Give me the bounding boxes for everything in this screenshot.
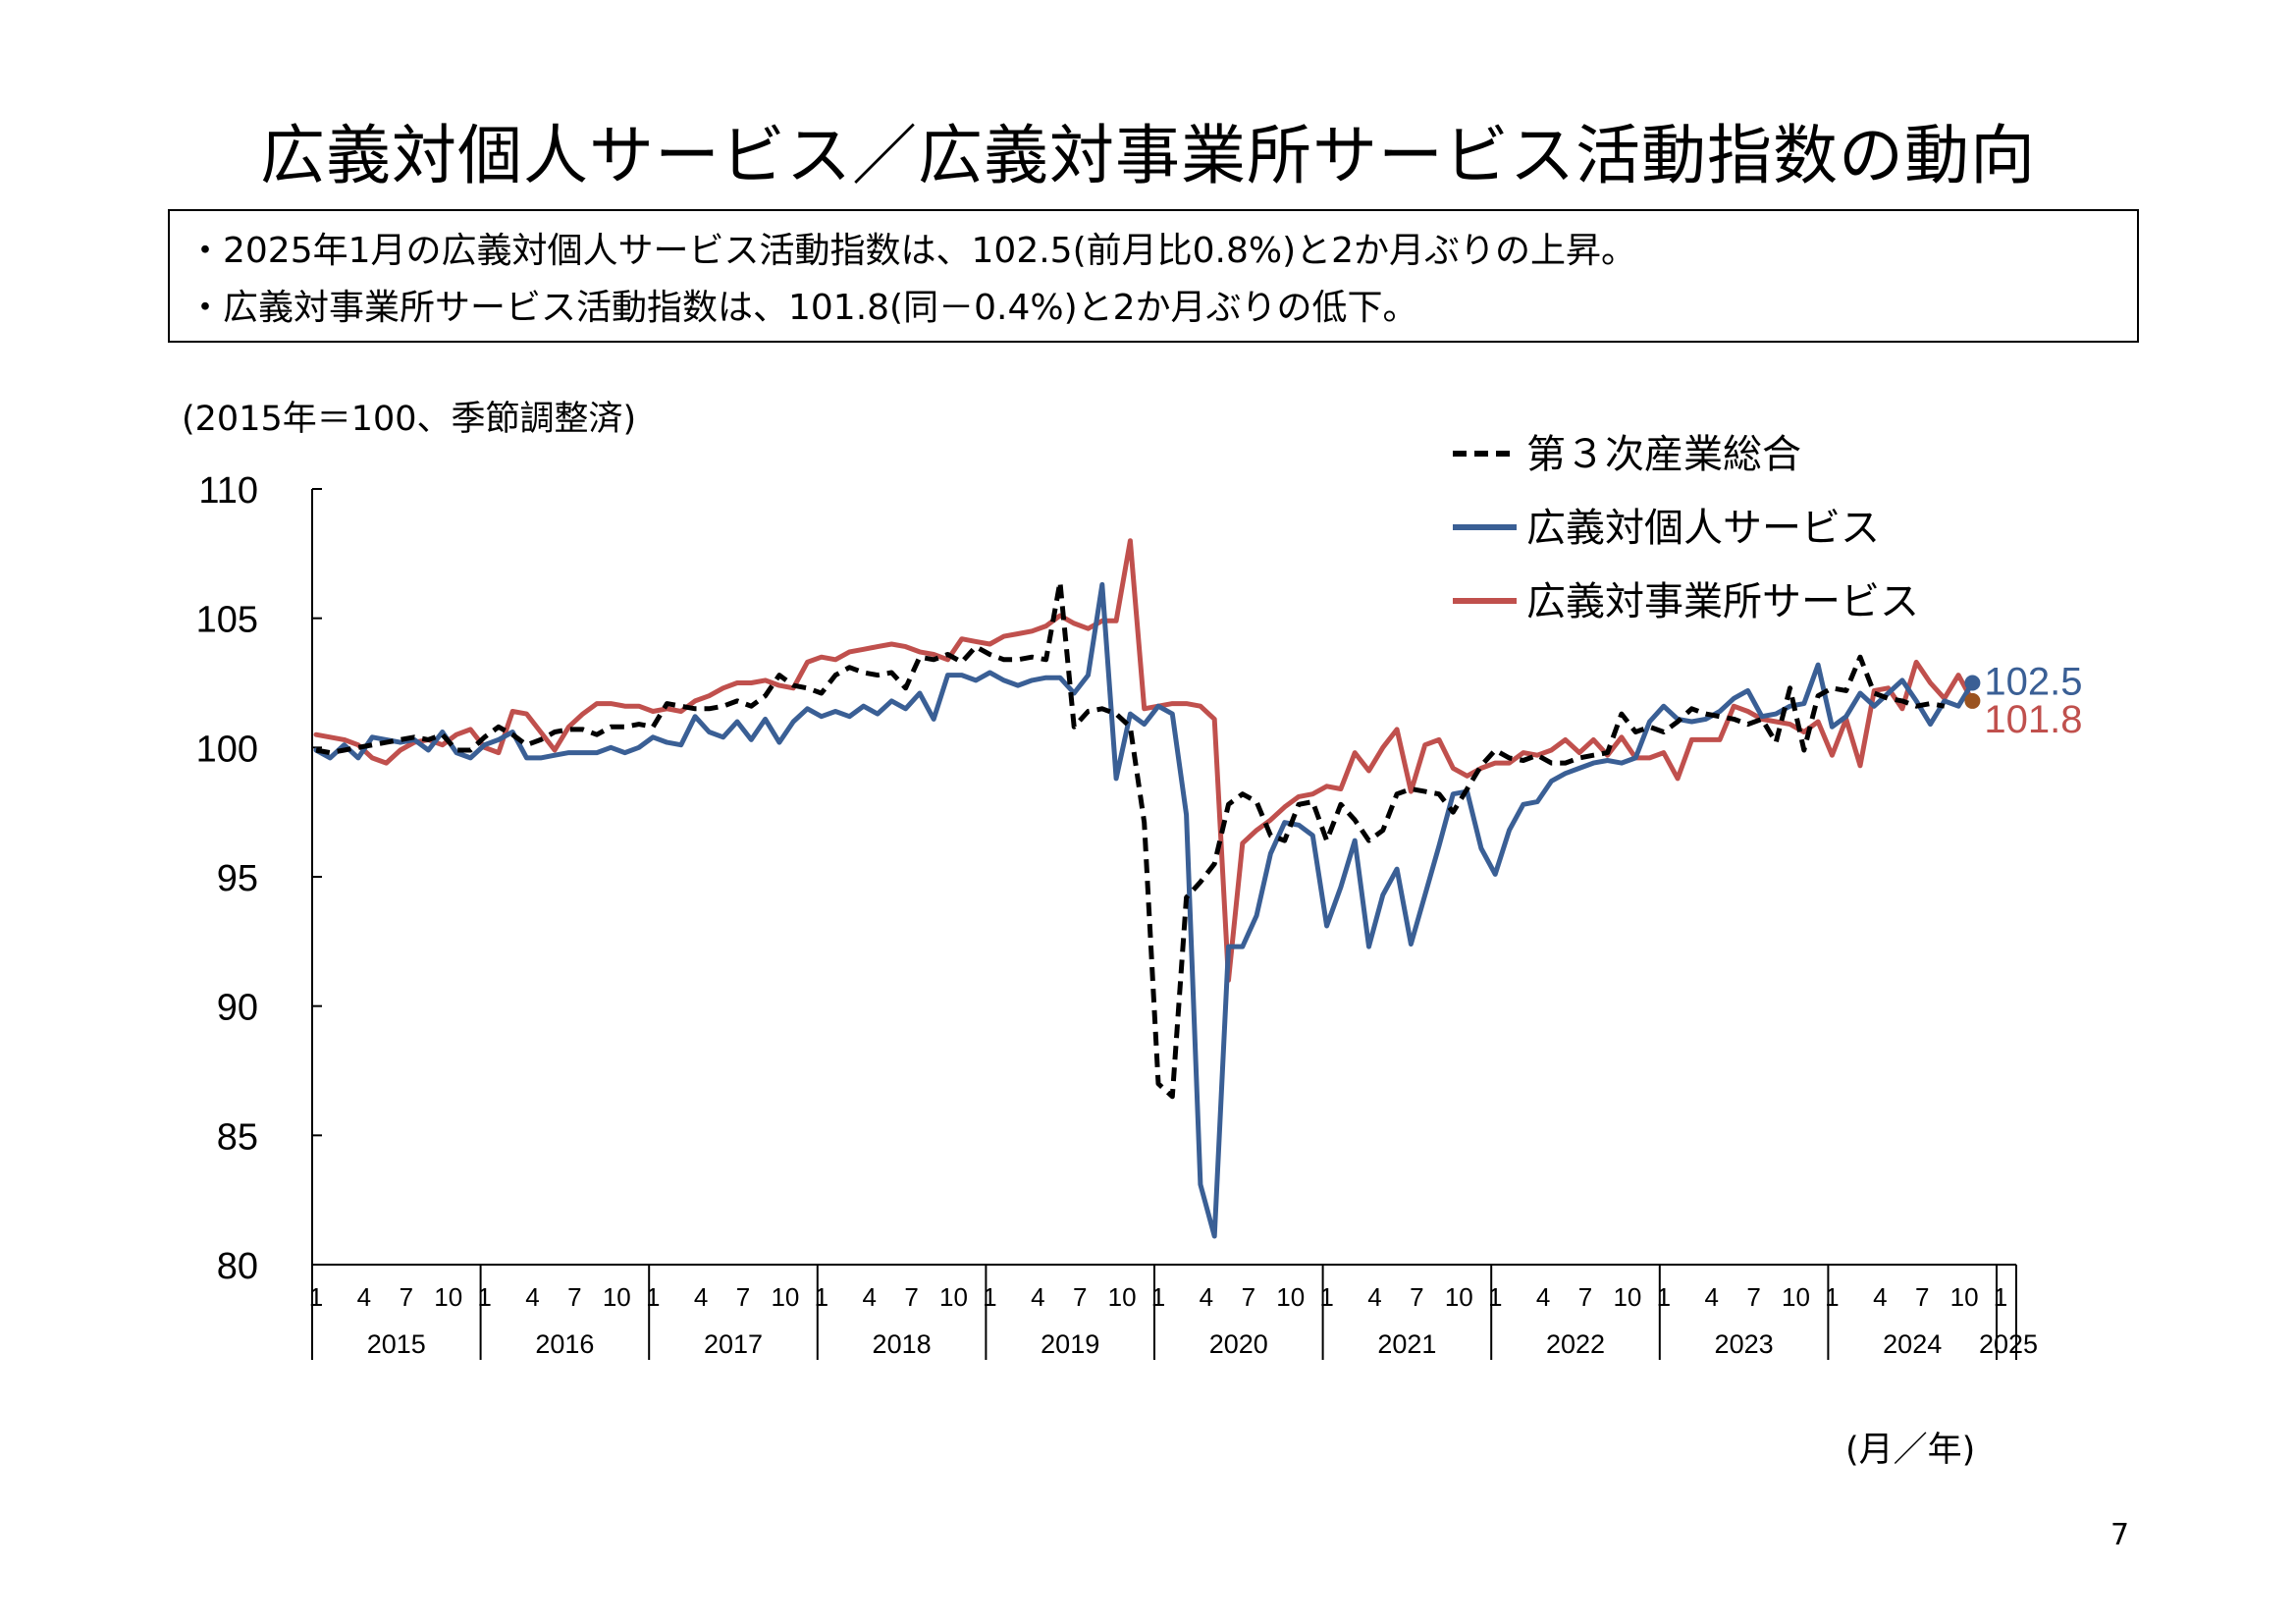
month-tick-label: 1 [1657, 1282, 1671, 1312]
month-tick-label: 10 [1613, 1282, 1641, 1312]
summary-line-business: ・広義対事業所サービス活動指数は、101.8(同－0.4%)と2か月ぶりの低下。 [187, 288, 1418, 328]
month-tick-label: 4 [357, 1282, 371, 1312]
month-tick-label: 4 [862, 1282, 876, 1312]
month-tick-label: 1 [1319, 1282, 1333, 1312]
month-tick-label: 4 [1367, 1282, 1381, 1312]
month-tick-label: 10 [1950, 1282, 1979, 1312]
month-tick-label: 7 [1410, 1282, 1423, 1312]
month-tick-label: 7 [1915, 1282, 1929, 1312]
series-line-total [315, 579, 1946, 1100]
y-tick-label: 90 [217, 988, 258, 1029]
y-tick-label: 105 [196, 600, 258, 641]
month-tick-label: 7 [400, 1282, 413, 1312]
month-tick-label: 4 [694, 1282, 708, 1312]
y-tick-label: 80 [217, 1246, 258, 1287]
year-tick-label: 2023 [1715, 1329, 1774, 1359]
x-axis-unit-label: (月／年) [1845, 1431, 1976, 1470]
y-tick-label: 100 [196, 729, 258, 770]
month-tick-label: 10 [603, 1282, 631, 1312]
month-tick-label: 10 [1782, 1282, 1810, 1312]
month-tick-label: 7 [567, 1282, 581, 1312]
summary-box: ・2025年1月の広義対個人サービス活動指数は、102.5(前月比0.8%)と2… [168, 209, 2139, 343]
month-tick-label: 1 [646, 1282, 660, 1312]
month-tick-label: 1 [1994, 1282, 2007, 1312]
month-tick-label: 7 [1746, 1282, 1760, 1312]
page-number: 7 [2110, 1518, 2130, 1552]
y-tick-label: 85 [217, 1116, 258, 1158]
month-tick-label: 7 [1578, 1282, 1592, 1312]
month-tick-label: 7 [904, 1282, 918, 1312]
end-label-personal: 102.5 [1984, 661, 2082, 704]
year-tick-label: 2022 [1546, 1329, 1605, 1359]
year-tick-label: 2018 [873, 1329, 932, 1359]
month-tick-label: 10 [771, 1282, 799, 1312]
month-tick-label: 1 [477, 1282, 491, 1312]
month-tick-label: 10 [1445, 1282, 1473, 1312]
month-tick-label: 10 [434, 1282, 462, 1312]
chart-series-lines [313, 538, 1975, 1239]
month-tick-label: 4 [1873, 1282, 1887, 1312]
series-line-personal [313, 581, 1975, 1239]
month-tick-label: 7 [1073, 1282, 1087, 1312]
year-tick-label: 2021 [1377, 1329, 1436, 1359]
year-tick-label: 2016 [535, 1329, 594, 1359]
summary-line-personal: ・2025年1月の広義対個人サービス活動指数は、102.5(前月比0.8%)と2… [187, 231, 1637, 271]
month-tick-label: 1 [815, 1282, 828, 1312]
month-tick-label: 4 [1536, 1282, 1550, 1312]
endpoint-marker-business [1964, 692, 1981, 709]
month-tick-label: 7 [1242, 1282, 1255, 1312]
legend-label: 広義対個人サービス [1526, 506, 1880, 551]
end-label-business: 101.8 [1984, 698, 2082, 741]
month-tick-label: 7 [736, 1282, 750, 1312]
y-tick-label: 110 [198, 470, 258, 512]
month-tick-label: 1 [1825, 1282, 1839, 1312]
year-tick-label: 2025 [1979, 1329, 2038, 1359]
page-title: 広義対個人サービス／広義対事業所サービス活動指数の動向 [260, 118, 2036, 193]
year-tick-label: 2024 [1883, 1329, 1942, 1359]
legend-label: 第３次産業総合 [1526, 432, 1801, 477]
month-tick-label: 4 [525, 1282, 539, 1312]
month-tick-label: 1 [983, 1282, 996, 1312]
month-tick-label: 1 [1151, 1282, 1165, 1312]
month-tick-label: 4 [1704, 1282, 1718, 1312]
month-tick-label: 4 [1031, 1282, 1044, 1312]
year-tick-label: 2015 [367, 1329, 426, 1359]
legend-label: 広義対事業所サービス [1526, 579, 1919, 624]
year-tick-label: 2017 [704, 1329, 763, 1359]
month-tick-label: 10 [939, 1282, 968, 1312]
month-tick-label: 1 [309, 1282, 323, 1312]
endpoint-marker-personal [1964, 675, 1981, 691]
month-tick-label: 10 [1276, 1282, 1305, 1312]
month-tick-label: 4 [1200, 1282, 1213, 1312]
series-line-business [313, 538, 1975, 983]
y-axis-unit-label: (2015年＝100、季節調整済) [182, 400, 637, 439]
year-tick-label: 2020 [1209, 1329, 1268, 1359]
month-tick-label: 10 [1108, 1282, 1137, 1312]
year-tick-label: 2019 [1041, 1329, 1099, 1359]
month-tick-label: 1 [1488, 1282, 1502, 1312]
y-tick-label: 95 [217, 858, 258, 899]
